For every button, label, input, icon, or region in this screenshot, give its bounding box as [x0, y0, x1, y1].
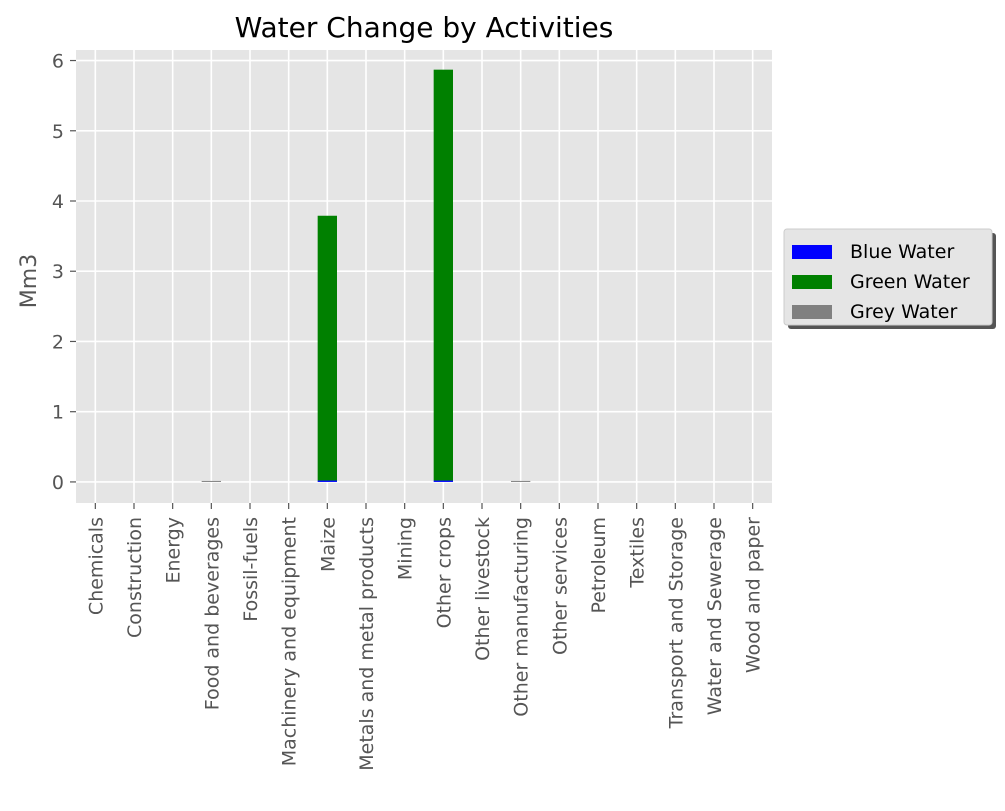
x-tick-label: Chemicals [85, 517, 107, 615]
y-tick-label: 1 [52, 402, 64, 424]
bar [433, 480, 453, 482]
x-tick-label: Water and Sewerage [704, 517, 726, 715]
plot-area [76, 50, 772, 503]
y-tick-label: 5 [52, 121, 64, 143]
chart-title: Water Change by Activities [235, 11, 614, 44]
x-tick-label: Petroleum [588, 517, 610, 613]
x-tick-label: Other manufacturing [511, 517, 533, 717]
y-tick-label: 4 [52, 191, 64, 213]
x-tick-label: Wood and paper [743, 517, 765, 673]
x-tick-label: Fossil-fuels [240, 517, 262, 622]
gridlines [76, 50, 772, 503]
y-tick-label: 3 [52, 261, 64, 283]
x-tick-label: Textiles [627, 517, 649, 589]
x-tick-label: Machinery and equipment [279, 517, 301, 766]
y-axis: 0 1 2 3 4 5 6 [52, 51, 76, 494]
legend-swatch [792, 245, 832, 259]
y-tick-label: 2 [52, 331, 64, 353]
bar [317, 480, 337, 482]
legend-label: Grey Water [850, 301, 957, 323]
x-tick-label: Construction [124, 517, 146, 638]
y-axis-label: Mm3 [17, 254, 42, 308]
legend-swatch [792, 275, 832, 289]
legend: Blue Water Green Water Grey Water [783, 228, 996, 329]
legend-label: Blue Water [850, 241, 954, 263]
x-axis: Chemicals Construction Energy Food and beve… [85, 503, 765, 771]
legend-swatch [792, 305, 832, 319]
x-tick-label: Other crops [433, 517, 455, 628]
x-tick-label: Transport and Storage [665, 517, 687, 729]
x-tick-label: Other livestock [472, 517, 494, 661]
x-tick-label: Food and beverages [201, 517, 223, 710]
x-tick-label: Mining [395, 517, 417, 580]
x-tick-label: Maize [317, 517, 339, 572]
bar [317, 215, 337, 481]
y-tick-label: 0 [52, 472, 64, 494]
y-tick-label: 6 [52, 51, 64, 73]
legend-box [783, 228, 993, 326]
bars [201, 69, 531, 482]
x-tick-label: Other services [549, 517, 571, 655]
bar [201, 480, 221, 482]
x-tick-label: Energy [163, 517, 185, 584]
bar [511, 480, 531, 482]
bar [433, 69, 453, 481]
legend-label: Green Water [850, 271, 970, 293]
x-tick-label: Metals and metal products [356, 517, 378, 771]
